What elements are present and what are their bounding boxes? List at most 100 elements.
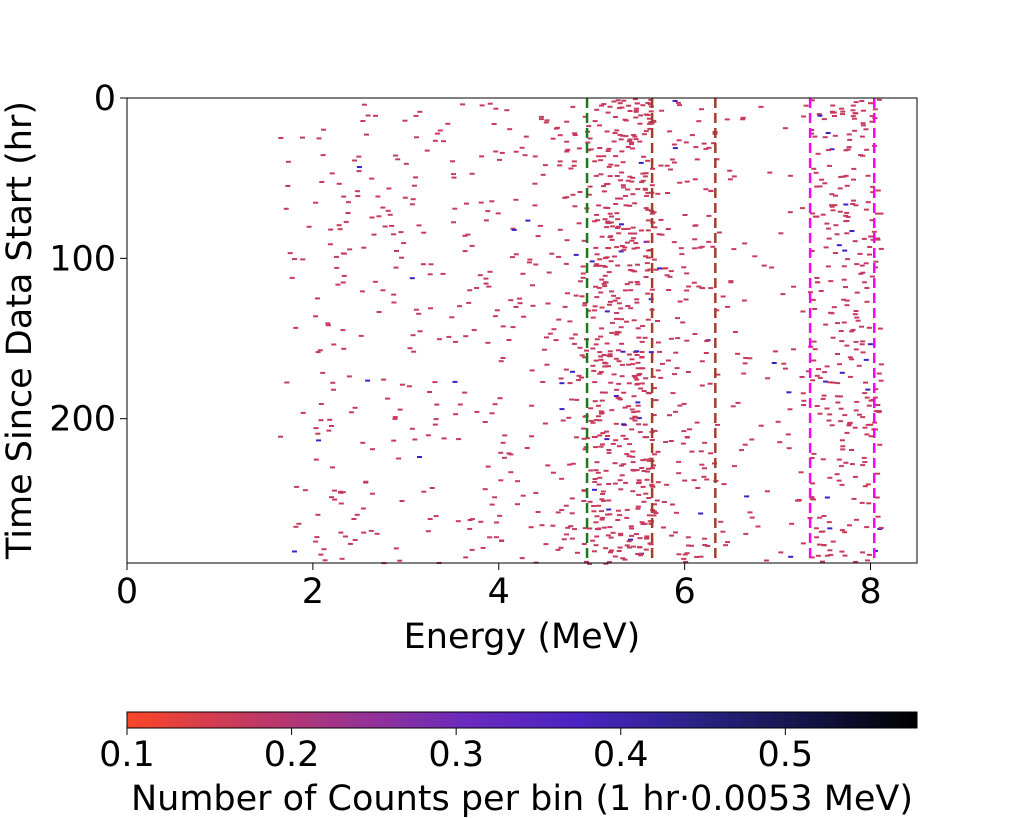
heatmap-cell bbox=[634, 354, 640, 356]
heatmap-cell bbox=[427, 273, 433, 276]
heatmap-cell bbox=[689, 134, 695, 137]
heatmap-cell bbox=[634, 246, 640, 249]
heatmap-cell bbox=[624, 283, 630, 286]
heatmap-cell bbox=[318, 403, 324, 405]
x-tick-label: 0 bbox=[116, 572, 138, 612]
heatmap-cell bbox=[606, 483, 612, 485]
heatmap-cell bbox=[572, 205, 578, 208]
heatmap-cell bbox=[827, 413, 833, 416]
heatmap-cell bbox=[817, 185, 823, 188]
heatmap-cell bbox=[624, 544, 630, 547]
heatmap-cell bbox=[329, 496, 334, 499]
heatmap-cell bbox=[615, 264, 621, 267]
heatmap-cell bbox=[373, 114, 378, 117]
heatmap-cell bbox=[489, 503, 495, 506]
heatmap-cell bbox=[851, 178, 856, 181]
heatmap-cell bbox=[603, 183, 609, 186]
heatmap-cell bbox=[645, 318, 651, 321]
heatmap-cell bbox=[664, 483, 670, 486]
heatmap-cell bbox=[494, 521, 499, 524]
heatmap-cell bbox=[630, 450, 636, 453]
heatmap-cell bbox=[639, 355, 645, 358]
heatmap-cell bbox=[863, 358, 869, 361]
heatmap-cell bbox=[603, 281, 609, 284]
heatmap-cell bbox=[374, 532, 380, 535]
heatmap-cell bbox=[634, 378, 640, 381]
heatmap-cell bbox=[606, 561, 612, 564]
heatmap-cell bbox=[630, 176, 636, 179]
heatmap-cell bbox=[643, 492, 649, 495]
heatmap-cell bbox=[634, 102, 640, 105]
heatmap-cell bbox=[692, 333, 698, 335]
heatmap-cell bbox=[300, 136, 305, 139]
heatmap-cell bbox=[634, 301, 640, 304]
heatmap-cell bbox=[681, 266, 687, 269]
heatmap-cell bbox=[849, 449, 854, 451]
heatmap-cell bbox=[836, 458, 842, 461]
heatmap-cell bbox=[825, 132, 831, 134]
heatmap-cell bbox=[612, 299, 618, 302]
heatmap-cell bbox=[382, 225, 388, 228]
heatmap-cell bbox=[607, 105, 613, 108]
heatmap-cell bbox=[800, 542, 806, 545]
heatmap-cell bbox=[841, 298, 847, 301]
heatmap-cell bbox=[677, 404, 683, 407]
heatmap-cell bbox=[638, 114, 644, 117]
heatmap-cell bbox=[876, 372, 882, 375]
heatmap-cell bbox=[785, 433, 791, 436]
heatmap-cell bbox=[650, 485, 656, 488]
heatmap-cell bbox=[644, 269, 650, 272]
heatmap-cell bbox=[601, 282, 607, 285]
heatmap-cell bbox=[319, 181, 325, 183]
heatmap-cell bbox=[821, 515, 827, 517]
heatmap-cell bbox=[399, 256, 405, 259]
heatmap-cell bbox=[861, 456, 867, 459]
heatmap-cell bbox=[393, 547, 399, 550]
colorbar-label: Number of Counts per bin (1 hr·0.0053 Me… bbox=[131, 779, 913, 818]
heatmap-cell bbox=[868, 399, 874, 402]
heatmap-cell bbox=[781, 362, 787, 365]
heatmap-cell bbox=[331, 388, 336, 391]
heatmap-cell bbox=[513, 150, 519, 153]
heatmap-cell bbox=[830, 209, 836, 212]
heatmap-cell bbox=[545, 302, 551, 305]
heatmap-cell bbox=[634, 281, 640, 283]
heatmap-cell bbox=[614, 312, 620, 314]
heatmap-cell bbox=[698, 450, 704, 453]
heatmap-cell bbox=[620, 557, 626, 560]
heatmap-cell bbox=[791, 348, 796, 351]
heatmap-cell bbox=[624, 320, 629, 323]
heatmap-cell bbox=[837, 210, 843, 213]
heatmap-cell bbox=[698, 555, 704, 558]
heatmap-cell bbox=[622, 289, 628, 292]
heatmap-cell bbox=[593, 174, 599, 177]
heatmap-cell bbox=[623, 481, 629, 484]
heatmap-cell bbox=[604, 438, 610, 441]
heatmap-cell bbox=[715, 423, 720, 426]
heatmap-cell bbox=[842, 414, 848, 417]
heatmap-cell bbox=[634, 298, 640, 301]
heatmap-cell bbox=[629, 534, 635, 537]
heatmap-cell bbox=[497, 397, 503, 400]
heatmap-cell bbox=[558, 546, 564, 549]
heatmap-cell bbox=[616, 107, 622, 110]
heatmap-cell bbox=[634, 107, 639, 110]
heatmap-cell bbox=[735, 352, 741, 355]
heatmap-cell bbox=[368, 529, 374, 532]
heatmap-cell bbox=[584, 560, 589, 563]
heatmap-cell bbox=[672, 100, 678, 102]
plot-frame bbox=[126, 97, 918, 564]
heatmap-cell bbox=[859, 264, 865, 267]
heatmap-cell bbox=[706, 146, 712, 149]
heatmap-cell bbox=[634, 383, 640, 386]
heatmap-cell bbox=[602, 274, 608, 277]
heatmap-cell bbox=[485, 210, 491, 213]
heatmap-cell bbox=[842, 531, 848, 534]
heatmap-cell bbox=[732, 465, 737, 468]
heatmap-cell bbox=[841, 278, 847, 281]
heatmap-cell bbox=[821, 544, 827, 547]
heatmap-cell bbox=[332, 489, 337, 492]
heatmap-cell bbox=[520, 494, 526, 497]
heatmap-cell bbox=[865, 201, 871, 204]
heatmap-cell bbox=[615, 225, 621, 228]
